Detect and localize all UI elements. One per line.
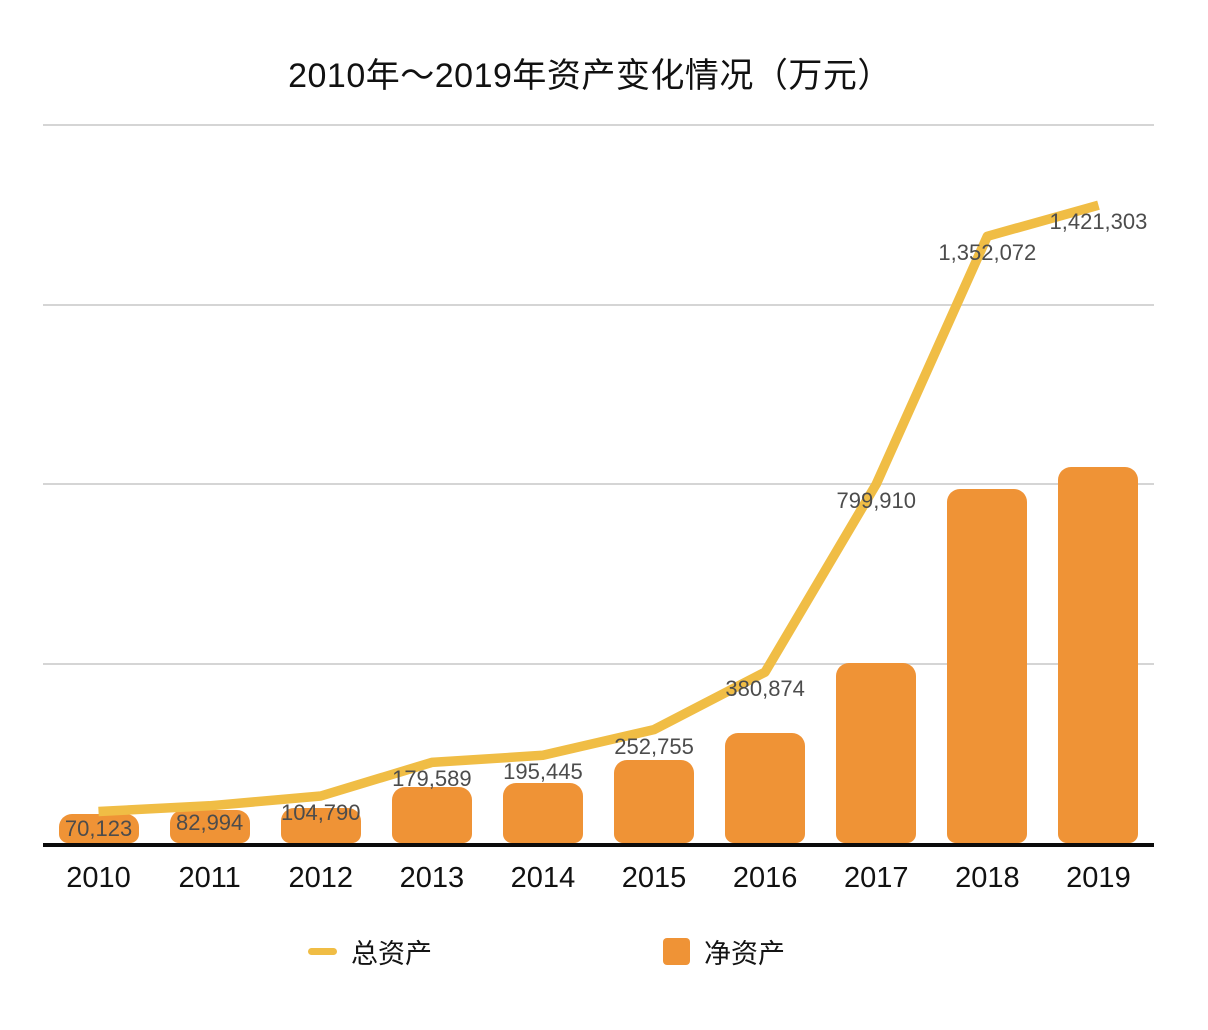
net-assets-bar-2019 — [1058, 467, 1139, 843]
x-axis-line — [43, 843, 1154, 847]
chart-title: 2010年～2019年资产变化情况（万元） — [288, 57, 892, 95]
data-label-2010: 70,123 — [64, 815, 133, 841]
bar-swatch-icon — [663, 937, 690, 965]
data-label-2018: 1,352,072 — [938, 240, 1037, 266]
x-tick-label-2010: 2010 — [66, 862, 131, 894]
x-tick-label-2012: 2012 — [288, 862, 354, 894]
x-tick-label-2015: 2015 — [621, 862, 687, 894]
x-tick-label-2013: 2013 — [399, 862, 465, 894]
x-tick-label-2014: 2014 — [510, 862, 576, 894]
data-label-2011: 82,994 — [175, 809, 244, 835]
net-assets-bar-2017 — [836, 662, 917, 843]
net-assets-bar-2014 — [502, 783, 583, 843]
net-assets-bar-2015 — [614, 760, 695, 843]
x-tick-label-2011: 2011 — [178, 862, 241, 894]
data-label-2015: 252,755 — [614, 733, 694, 759]
legend-item-net-assets[interactable]: 净资产 — [663, 933, 785, 969]
gridline — [43, 124, 1154, 126]
legend-label-total-assets: 总资产 — [351, 938, 432, 969]
data-label-2012: 104,790 — [280, 799, 361, 825]
net-assets-bar-2018 — [947, 488, 1028, 843]
gridline — [43, 483, 1154, 485]
x-tick-label-2017: 2017 — [843, 862, 909, 894]
x-tick-label-2018: 2018 — [955, 862, 1020, 894]
x-tick-label-2019: 2019 — [1066, 862, 1131, 894]
data-label-2013: 179,589 — [392, 766, 472, 792]
line-swatch-icon — [308, 947, 337, 955]
data-label-2016: 380,874 — [725, 676, 805, 702]
data-label-2019: 1,421,303 — [1049, 209, 1148, 235]
net-assets-bar-2010 — [58, 814, 139, 843]
net-assets-bar-2013 — [391, 786, 472, 843]
net-assets-bar-2011 — [169, 810, 250, 843]
gridline — [43, 303, 1154, 306]
data-label-2017: 799,910 — [836, 488, 917, 514]
legend-item-total-assets[interactable]: 总资产 — [308, 933, 432, 969]
net-assets-bar-2012 — [280, 808, 361, 843]
total-assets-line — [98, 200, 1100, 817]
legend-label-net-assets: 净资产 — [704, 938, 785, 969]
net-assets-bar-2016 — [725, 732, 806, 843]
legend: 总资产 净资产 — [0, 933, 1208, 969]
x-tick-label-2016: 2016 — [732, 862, 798, 894]
plot-area: 70,123 82,994 104,790 179,589 195,445 252,755… — [43, 124, 1154, 894]
gridline — [43, 662, 1154, 665]
data-label-2014: 195,445 — [503, 759, 583, 785]
line-layer — [98, 200, 1100, 817]
